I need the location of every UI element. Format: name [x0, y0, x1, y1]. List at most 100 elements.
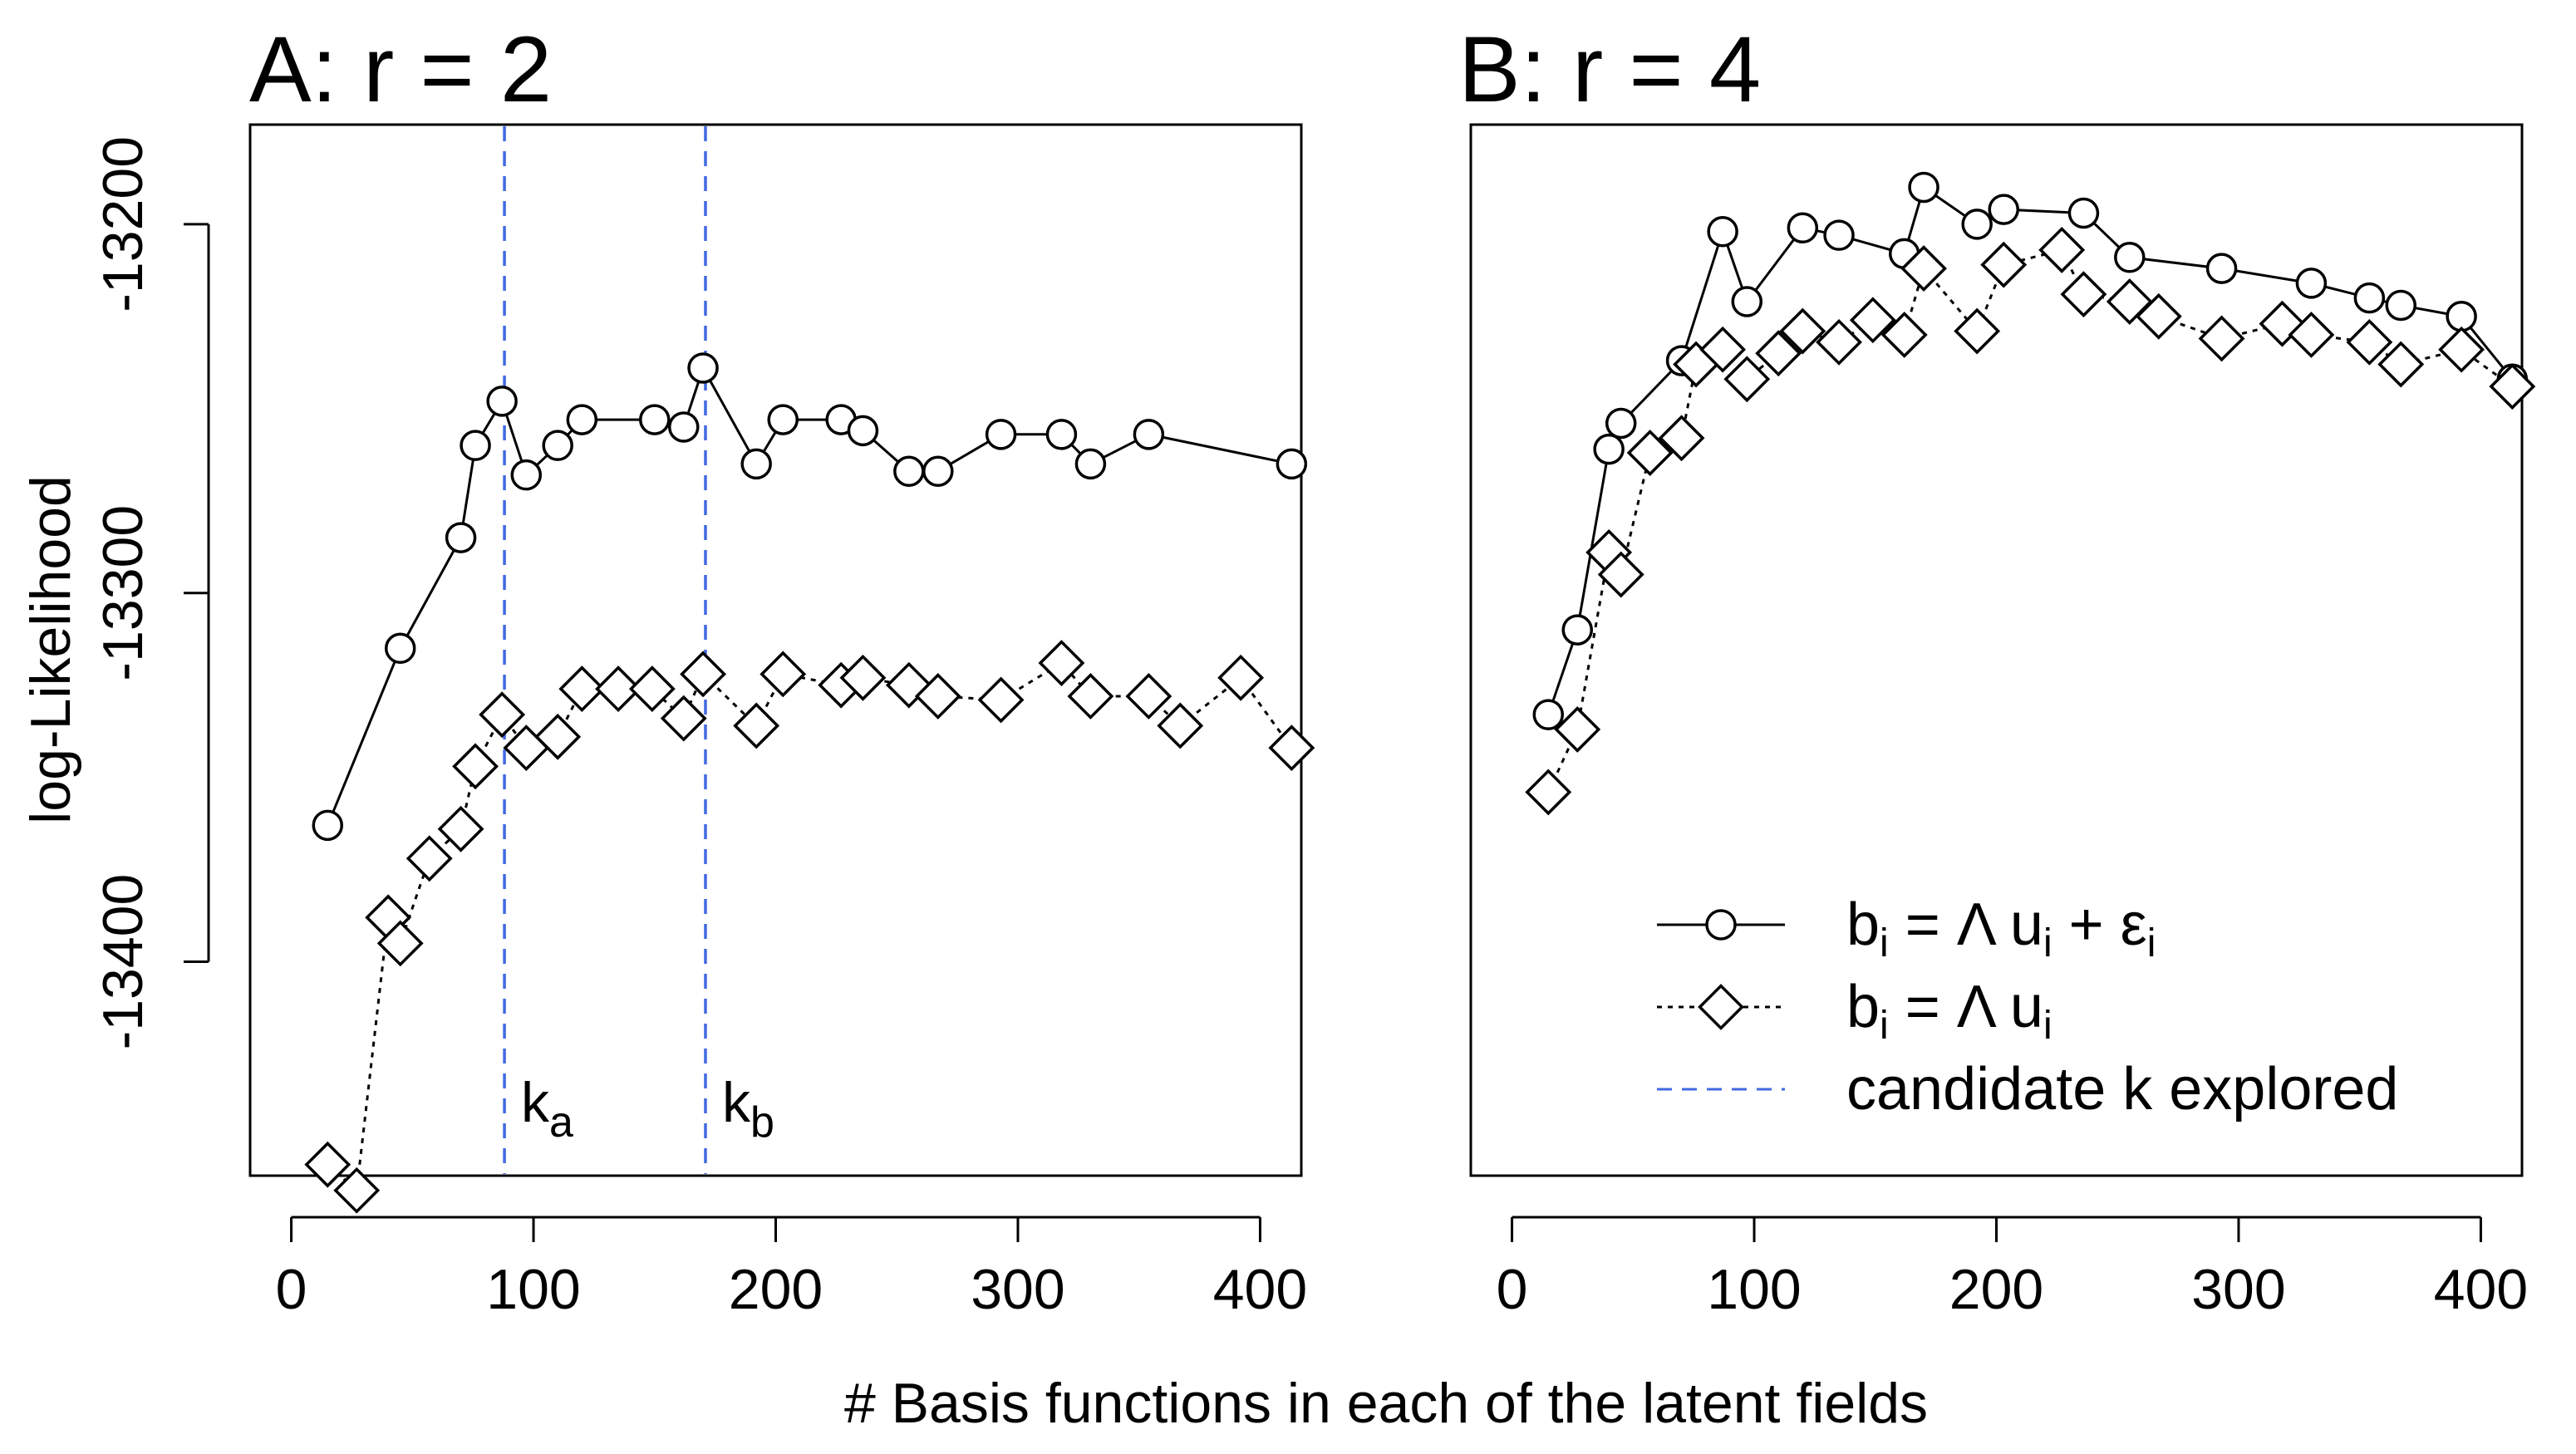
- panel-b-point-circle: [1561, 614, 1593, 646]
- panel-a-point-circle: [847, 415, 879, 447]
- panel-a-point-diamond: [1268, 725, 1315, 772]
- panel-a-reference-label-sub: b: [750, 1098, 774, 1147]
- panel-a-point-circle: [985, 419, 1017, 450]
- panel-b-point-diamond: [2288, 312, 2335, 358]
- panel-b-point-diamond: [1699, 326, 1747, 373]
- panel-a-series-line-no-error: [327, 661, 1293, 1192]
- panel-a-point-circle: [1045, 419, 1078, 450]
- panel-b-point-diamond: [1816, 318, 1862, 366]
- panel-a-point-diamond: [406, 835, 453, 882]
- panel-a-point-diamond: [534, 713, 582, 760]
- panel-a-plot-frame: [248, 123, 1303, 1177]
- panel-a-point-diamond: [558, 666, 606, 713]
- panel-b-point-circle: [1532, 699, 1565, 730]
- panel-a-point-diamond: [1125, 673, 1172, 720]
- panel-a-y-tick-label: -13400: [91, 874, 155, 1050]
- panel-a-point-circle: [384, 632, 416, 665]
- panel-b-point-diamond: [1723, 356, 1771, 403]
- panel-a-point-circle: [566, 404, 598, 435]
- panel-a-point-diamond: [733, 702, 780, 749]
- legend-label-with-error: bi = Λ ui + εi: [1846, 892, 2156, 965]
- legend-label-no-error: bi = Λ ui: [1846, 974, 2052, 1048]
- panel-a-reference-label-sub: a: [549, 1098, 573, 1147]
- panel-a-point-circle: [639, 404, 671, 435]
- panel-a-point-circle: [542, 430, 573, 461]
- panel-a-point-diamond: [1217, 654, 1265, 701]
- legend-circle-marker: [1705, 909, 1737, 941]
- panel-b-point-diamond: [2060, 271, 2107, 318]
- panel-a-reference-label-k: k: [722, 1071, 751, 1134]
- panel-a-point-circle: [922, 455, 954, 487]
- panel-b-point-diamond: [1900, 245, 1947, 292]
- panel-a-point-diamond: [479, 691, 526, 739]
- panel-b-point-circle: [1707, 215, 1738, 248]
- panel-b-point-circle: [2114, 242, 2146, 273]
- panel-b-data-layer: 0 100 200 300 400: [1497, 171, 2536, 1321]
- panel-b-point-diamond: [1597, 551, 1644, 598]
- panel-b-point-circle: [2205, 253, 2238, 284]
- panel-b-point-diamond: [1849, 297, 1896, 344]
- panel-a-point-circle: [740, 448, 772, 480]
- panel-a-point-diamond: [1067, 673, 1114, 720]
- panel-b: B: r = 4 0 100 200 300 400: [1458, 17, 2536, 1321]
- panel-b-point-circle: [1787, 212, 1819, 244]
- panel-a-point-circle: [460, 430, 491, 461]
- panel-a-series-line-with-error: [326, 366, 1292, 826]
- panel-b-point-diamond: [1525, 769, 1572, 816]
- panel-a-x-tick-label: 0: [276, 1258, 307, 1321]
- panel-b-point-circle: [2353, 282, 2386, 314]
- panel-b-point-diamond: [2198, 315, 2245, 362]
- panel-a-point-diamond: [452, 743, 499, 790]
- panel-a-point-diamond: [680, 651, 726, 698]
- panel-b-point-circle: [1908, 171, 1939, 204]
- panel-a-point-circle: [1276, 448, 1308, 480]
- panel-a-point-circle: [1133, 419, 1165, 450]
- panel-b-point-circle: [1731, 286, 1763, 317]
- panel-a-point-circle: [510, 459, 543, 491]
- panel-b-point-circle: [2446, 301, 2477, 332]
- panel-a-reference-line-label: ka: [521, 1071, 573, 1147]
- panel-b-point-circle: [1961, 209, 1993, 240]
- panel-b-point-circle: [1823, 219, 1855, 251]
- panel-b-point-diamond: [1554, 705, 1601, 753]
- panel-b-point-circle: [2385, 289, 2417, 322]
- legend: bi = Λ ui + εi bi = Λ ui candidate k exp…: [1657, 892, 2398, 1122]
- panel-b-series-line-with-error: [1546, 186, 2514, 715]
- panel-a-point-diamond: [595, 666, 642, 713]
- y-axis-label: log-Likelihood: [19, 475, 82, 824]
- panel-a-point-diamond: [914, 673, 961, 720]
- panel-b-point-diamond: [1779, 307, 1826, 355]
- panel-b-point-circle: [2067, 197, 2100, 229]
- panel-a-point-diamond: [1038, 640, 1085, 686]
- panel-a-point-circle: [667, 411, 700, 443]
- panel-a-x-tick-label: 200: [729, 1258, 823, 1321]
- panel-a-point-diamond: [760, 651, 807, 698]
- panel-a-point-diamond: [839, 654, 887, 701]
- panel-b-point-diamond: [2489, 363, 2536, 410]
- panel-a-point-diamond: [376, 920, 424, 967]
- panel-a: A: r = 2 0 100 200 300 400 -13200 -13300 -13400…: [91, 17, 1315, 1321]
- panel-b-point-diamond: [2377, 341, 2425, 388]
- panel-a-point-circle: [687, 352, 719, 384]
- panel-a-title: A: r = 2: [249, 17, 552, 121]
- panel-b-x-tick-label: 100: [1707, 1258, 1801, 1321]
- panel-a-point-circle: [486, 386, 518, 417]
- panel-a-point-diamond: [660, 695, 707, 742]
- panel-b-x-tick-label: 400: [2434, 1258, 2528, 1321]
- panel-a-point-diamond: [977, 676, 1025, 724]
- panel-b-point-diamond: [1954, 307, 2001, 355]
- panel-b-point-diamond: [1755, 330, 1802, 377]
- panel-b-point-diamond: [1980, 241, 2028, 288]
- panel-b-plot-frame: [1469, 123, 2524, 1177]
- panel-b-title: B: r = 4: [1458, 17, 1761, 121]
- panel-b-point-diamond: [1626, 430, 1674, 476]
- panel-a-x-tick-label: 300: [971, 1258, 1064, 1321]
- legend-label-candidate: candidate k explored: [1846, 1056, 2398, 1122]
- panel-a-point-circle: [445, 522, 477, 553]
- panel-a-point-diamond: [437, 805, 484, 852]
- panel-a-reference-label-k: k: [521, 1071, 550, 1134]
- panel-a-x-tick-label: 100: [486, 1258, 580, 1321]
- panel-b-point-diamond: [2038, 226, 2086, 273]
- panel-a-point-diamond: [1157, 702, 1204, 749]
- panel-b-point-diamond: [2438, 326, 2485, 373]
